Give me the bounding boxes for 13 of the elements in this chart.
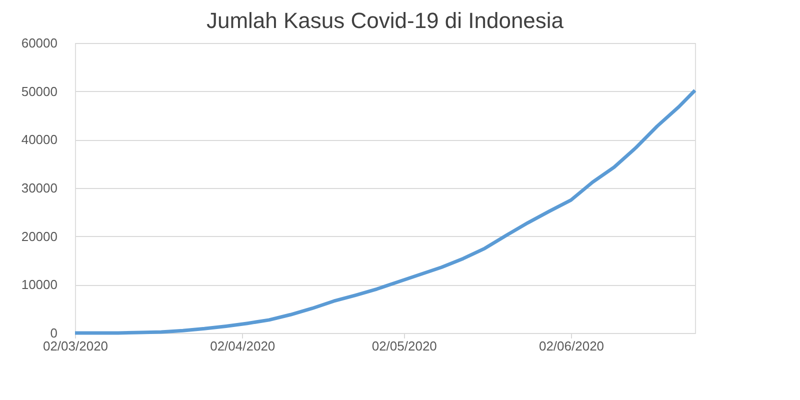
- x-tick-label: 02/03/2020: [42, 338, 108, 354]
- x-tick-label: 02/04/2020: [210, 338, 276, 354]
- y-tick-label: 20000: [21, 228, 58, 244]
- y-tick-label: 40000: [21, 132, 58, 148]
- y-tick-label: 60000: [21, 36, 58, 50]
- line-series: [73, 88, 697, 335]
- x-tick-label: 02/06/2020: [538, 338, 604, 354]
- chart-title: Jumlah Kasus Covid-19 di Indonesia: [206, 8, 564, 33]
- x-tick-label: 02/05/2020: [372, 338, 437, 354]
- y-tick-label: 0: [50, 326, 58, 340]
- y-tick-label: 10000: [21, 277, 58, 292]
- y-tick-label: 30000: [21, 180, 58, 196]
- y-tick-label: 50000: [21, 84, 58, 99]
